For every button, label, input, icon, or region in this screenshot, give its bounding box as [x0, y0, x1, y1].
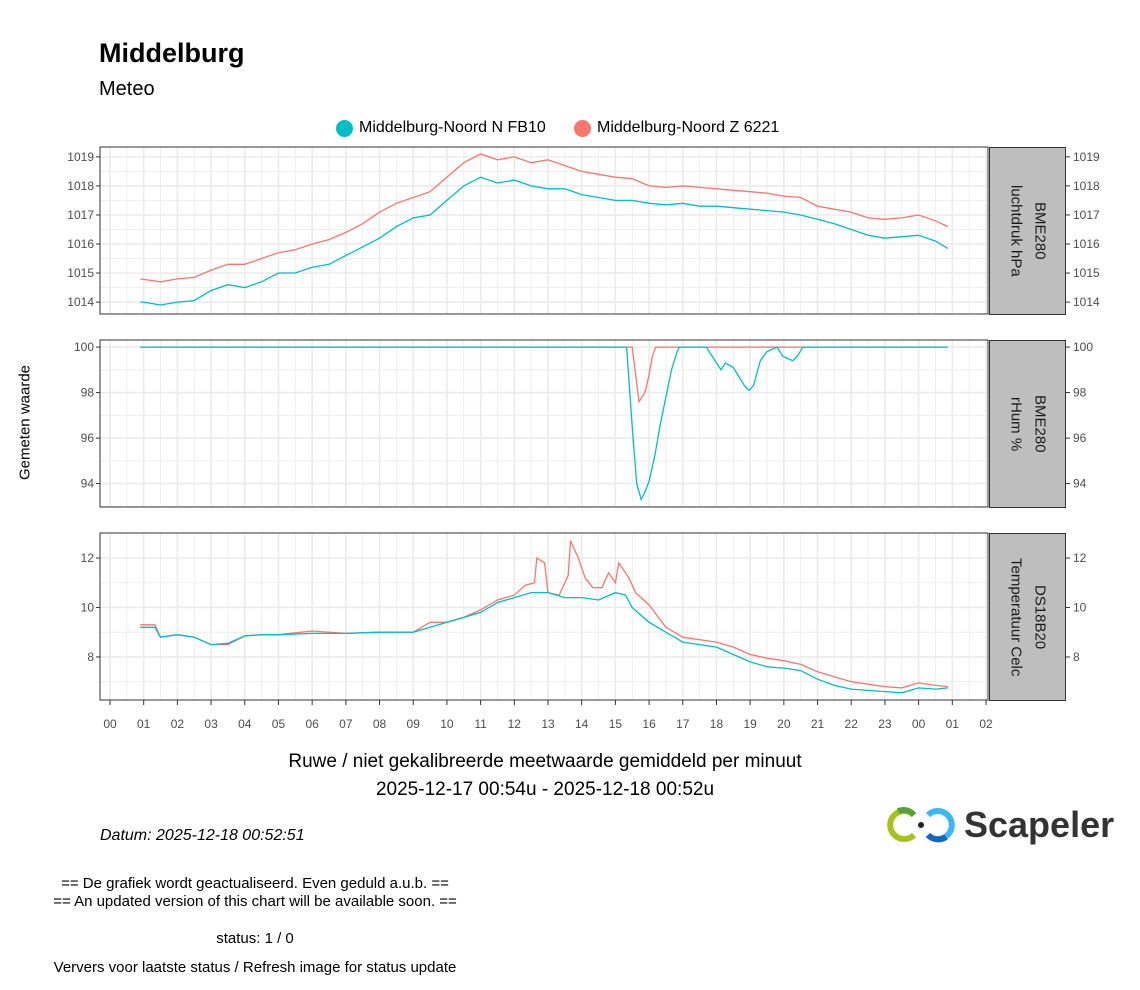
strip-humidity: BME280 rHum %	[989, 340, 1066, 508]
x-tick-label: 03	[204, 717, 218, 731]
y-tick-label-right: 98	[1073, 386, 1087, 400]
y-tick-label-right: 1015	[1073, 266, 1100, 280]
legend-label-n: Middelburg-Noord N FB10	[359, 119, 546, 136]
panel-border	[99, 339, 989, 508]
y-tick-label-right: 8	[1073, 650, 1080, 664]
y-tick-label-right: 10	[1073, 600, 1087, 614]
panel-background	[100, 340, 988, 507]
y-tick-label-left: 12	[81, 551, 95, 565]
x-tick-label: 20	[777, 717, 791, 731]
y-axis-label: Gemeten waarde	[16, 364, 34, 481]
y-tick-label-left: 1017	[67, 208, 94, 222]
x-tick-label: 09	[407, 717, 421, 731]
legend-label-z: Middelburg-Noord Z 6221	[597, 119, 780, 136]
note-dutch: == De grafiek wordt geactualiseerd. Even…	[61, 875, 449, 892]
series-line-z	[140, 346, 948, 404]
x-tick-label: 19	[743, 717, 757, 731]
scapeler-logo: Scapeler	[884, 804, 1114, 846]
y-tick-label-left: 8	[87, 650, 94, 664]
y-tick-label-right: 12	[1073, 551, 1087, 565]
y-tick-label-right: 100	[1073, 340, 1093, 354]
x-tick-label: 08	[373, 717, 387, 731]
y-tick-label-left: 1014	[67, 295, 94, 309]
x-tick-label: 14	[575, 717, 589, 731]
x-tick-label: 15	[609, 717, 623, 731]
legend-item-n: Middelburg-Noord N FB10	[336, 119, 546, 137]
x-tick-label: 02	[979, 717, 993, 731]
y-tick-label-right: 94	[1073, 477, 1087, 491]
series-line-z	[140, 153, 949, 283]
strip-temperature-label: Temperatuur Celc	[1007, 557, 1025, 677]
strip-pressure-sensor: BME280	[1031, 202, 1049, 260]
caption-line-1: Ruwe / niet gekalibreerde meetwaarde gem…	[288, 751, 802, 772]
series-line-n	[140, 176, 949, 306]
strip-temperature: DS18B20 Temperatuur Celc	[989, 533, 1066, 701]
panel-border	[99, 532, 989, 701]
scapeler-logo-icon	[887, 806, 955, 843]
x-tick-label: 16	[642, 717, 656, 731]
x-tick-label: 02	[171, 717, 185, 731]
strip-temperature-sensor: DS18B20	[1031, 584, 1049, 650]
y-tick-label-left: 96	[81, 431, 95, 445]
y-tick-label-left: 1018	[67, 179, 94, 193]
y-tick-label-left: 1015	[67, 266, 94, 280]
strip-pressure: BME280 luchtdruk hPa	[989, 147, 1066, 315]
series-line-n	[140, 346, 948, 502]
x-tick-label: 11	[474, 717, 487, 731]
y-tick-label-left: 98	[81, 386, 95, 400]
x-tick-label: 04	[238, 717, 252, 731]
x-tick-label: 10	[440, 717, 454, 731]
y-tick-label-right: 1016	[1073, 237, 1100, 251]
y-tick-label-right: 1017	[1073, 208, 1100, 222]
x-tick-label: 01	[946, 717, 960, 731]
x-tick-label: 12	[508, 717, 522, 731]
y-tick-label-right: 96	[1073, 431, 1087, 445]
x-tick-label: 06	[305, 717, 319, 731]
logo-text: Scapeler	[964, 804, 1115, 845]
strip-humidity-sensor: BME280	[1031, 395, 1049, 453]
datum-text: Datum: 2025-12-18 00:52:51	[100, 827, 305, 844]
x-tick-label: 21	[811, 717, 825, 731]
status-text: status: 1 / 0	[216, 930, 294, 947]
page-title: Middelburg	[99, 38, 245, 68]
y-tick-label-right: 1014	[1073, 295, 1100, 309]
x-tick-label: 23	[878, 717, 892, 731]
y-tick-label-left: 94	[81, 477, 95, 491]
legend-dot-n-icon	[336, 119, 353, 137]
x-tick-label: 00	[912, 717, 926, 731]
y-tick-label-left: 1019	[67, 150, 94, 164]
x-tick-label: 07	[339, 717, 353, 731]
page-subtitle: Meteo	[99, 78, 155, 100]
x-tick-label: 18	[710, 717, 724, 731]
series-line-n	[140, 591, 948, 694]
caption-line-2: 2025-12-17 00:54u - 2025-12-18 00:52u	[375, 779, 715, 800]
x-tick-label: 17	[676, 717, 690, 731]
x-tick-label: 13	[541, 717, 555, 731]
panel-border	[99, 146, 989, 315]
refresh-text: Ververs voor laatste status / Refresh im…	[53, 959, 457, 976]
x-tick-label: 00	[103, 717, 117, 731]
y-tick-label-right: 1018	[1073, 179, 1100, 193]
y-tick-label-left: 10	[81, 600, 95, 614]
x-tick-label: 01	[137, 717, 151, 731]
panel-background	[100, 533, 988, 700]
strip-humidity-label: rHum %	[1007, 396, 1025, 452]
y-tick-label-left: 1016	[67, 237, 94, 251]
x-tick-label: 05	[272, 717, 286, 731]
legend-dot-z-icon	[574, 119, 591, 137]
y-tick-label-right: 1019	[1073, 150, 1100, 164]
legend-item-z: Middelburg-Noord Z 6221	[574, 119, 779, 137]
x-tick-label: 22	[845, 717, 859, 731]
strip-pressure-label: luchtdruk hPa	[1007, 185, 1025, 277]
note-english: == An updated version of this chart will…	[53, 893, 457, 910]
y-tick-label-left: 100	[74, 340, 94, 354]
